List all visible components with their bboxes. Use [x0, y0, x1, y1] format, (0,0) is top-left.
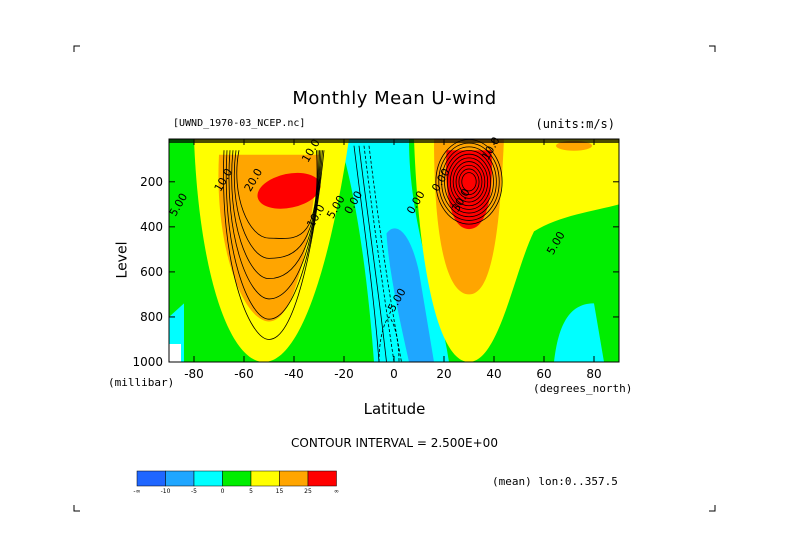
y-axis-units: (millibar) [108, 376, 175, 389]
colorbar-swatch [136, 470, 166, 487]
y-tick-label: 1000 [132, 355, 163, 369]
x-tick-label: 60 [536, 367, 551, 381]
colorbar-label: -5 [191, 488, 197, 495]
contour-line-nh [438, 142, 500, 221]
colorbar-swatch [222, 470, 252, 487]
colorbar-label: 15 [276, 488, 284, 495]
fill-missing [169, 343, 181, 362]
contour-line-nh [444, 150, 494, 214]
x-tick-label: 40 [486, 367, 501, 381]
colorbar-label: -10 [161, 488, 171, 495]
units-label: (units:m/s) [535, 117, 615, 131]
x-tick-label: -60 [234, 367, 254, 381]
fill-north-low [554, 303, 604, 362]
y-tick-label: 200 [140, 175, 163, 189]
x-tick-label: 80 [586, 367, 601, 381]
x-tick-label: -20 [334, 367, 354, 381]
contour-line-nh [452, 161, 486, 203]
contour-line-eq [358, 145, 387, 363]
x-tick-label: -80 [184, 367, 204, 381]
colorbar-swatch [250, 470, 280, 487]
fill-easterly-core [386, 228, 434, 362]
colorbar-label: 25 [304, 488, 312, 495]
contour-line-nh [449, 157, 489, 207]
contour-line-sh [225, 150, 323, 320]
contour-line-nh [455, 164, 483, 199]
y-axis-ticks: 200 400 600 800 1000 [132, 175, 619, 369]
x-tick-label: 0 [390, 367, 398, 381]
y-tick-label: 800 [140, 310, 163, 324]
contour-line-sh [223, 150, 325, 340]
colorbar-label: ∞ [334, 488, 339, 495]
contour-line-eq [353, 145, 380, 363]
colorbar-swatch [307, 470, 337, 487]
contour-interval-text: CONTOUR INTERVAL = 2.500E+00 [291, 436, 498, 450]
contour-line-sh [233, 150, 319, 259]
contour-line-nh [441, 146, 497, 218]
file-label: [UWND_1970-03_NCEP.nc] [173, 118, 306, 129]
colorbar-label: 5 [249, 488, 253, 495]
contour-line-eq-dashed [378, 316, 400, 363]
x-axis-label: Latitude [363, 400, 426, 418]
fill-sh-jet-25 [257, 172, 321, 209]
crop-marks [73, 45, 716, 512]
x-tick-label: -40 [284, 367, 304, 381]
contour-line-sh [231, 150, 320, 280]
x-axis-ticks: -80 -60 -40 -20 0 20 40 60 80 [184, 139, 602, 381]
colorbar-label: -∞ [133, 488, 140, 495]
contour-line-sh [228, 150, 322, 300]
colorbar-swatch [279, 470, 309, 487]
contour-line-nh [446, 153, 491, 210]
x-axis-units: (degrees_north) [533, 382, 633, 395]
colorbar-label: 0 [221, 488, 225, 495]
colorbar-swatch [165, 470, 195, 487]
colorbar-swatch [193, 470, 223, 487]
fill-nh-polar-jet [556, 140, 592, 151]
x-tick-label: 20 [436, 367, 451, 381]
mean-longitude-label: (mean) lon:0..357.5 [492, 475, 618, 488]
chart-title: Monthly Mean U-wind [292, 88, 497, 109]
contour-line-sh [236, 150, 318, 239]
colorbar: -∞ -10 -5 0 5 15 25 ∞ [133, 470, 339, 495]
y-tick-label: 600 [140, 265, 163, 279]
y-tick-label: 400 [140, 220, 163, 234]
contour-line-nh [458, 168, 480, 196]
contour-line-nh [461, 172, 477, 192]
